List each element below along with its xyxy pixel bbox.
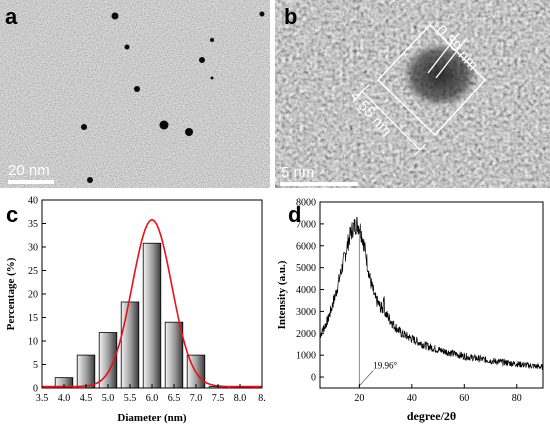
- y-tick-label: 8000: [296, 198, 316, 209]
- y-tick-label: 10: [28, 337, 38, 348]
- nanoparticle-b: [402, 42, 478, 108]
- x-tick-label: 60: [459, 393, 469, 404]
- histogram-panel: c 0 5 10 15 20 25 30 35 40 3.5 4.0 4.5 5.0 5.5 6.0 6.5 7…: [0, 192, 275, 427]
- y-tick-label: 6000: [296, 241, 316, 252]
- histogram-bar: [120, 301, 140, 389]
- y-tick-label: 2000: [296, 329, 316, 340]
- histogram-bar: [142, 242, 162, 389]
- y-tick-label: 0: [311, 373, 316, 384]
- x-tick-label: 7.0: [190, 393, 203, 404]
- x-axis-label: Diameter (nm): [117, 412, 186, 424]
- y-tick-label: 35: [28, 219, 38, 230]
- y-tick-label: 15: [28, 313, 38, 324]
- peak-position-label: 19.96°: [373, 360, 397, 370]
- peak-leader-line: [359, 370, 374, 387]
- x-tick-label: 6.5: [168, 393, 181, 404]
- x-tick-label: 40: [407, 393, 417, 404]
- nanoparticle: [124, 44, 130, 50]
- y-tick-label: 5: [33, 360, 38, 371]
- nanoparticle: [81, 124, 87, 130]
- x-tick-label: 4.5: [80, 393, 93, 404]
- histogram-bar: [76, 354, 96, 389]
- x-tick-label: 8.: [258, 393, 266, 404]
- xrd-pattern-line: [319, 216, 544, 371]
- y-tick-label: 20: [28, 290, 38, 301]
- nanoparticle: [185, 128, 193, 136]
- size-marker-b: [356, 84, 427, 156]
- x-tick-label: 80: [512, 393, 522, 404]
- tem-image-a: a 20 nm: [0, 0, 270, 188]
- x-tick-label: 5.0: [102, 393, 115, 404]
- hrtem-image-b-texture: [275, 0, 550, 188]
- x-axis-label: degree/2θ: [407, 409, 456, 423]
- y-tick-label: 7000: [296, 219, 316, 230]
- y-tick-label: 5000: [296, 263, 316, 274]
- nanoparticle: [210, 38, 214, 42]
- xrd-panel: d 19.96° 0 1000 2000 3000 4000 5000 6000 7000 800…: [275, 192, 550, 427]
- hrtem-image-b: b 0.39 nm 4.55 nm 5 nm: [275, 0, 550, 188]
- x-tick-label: 3.5: [36, 393, 49, 404]
- panel-label-b: b: [284, 4, 298, 29]
- scalebar-b: [280, 182, 358, 186]
- gaussian-fit-line: [42, 218, 262, 388]
- x-tick-label: 4.0: [58, 393, 71, 404]
- scalebar-label-a: 20 nm: [8, 162, 50, 179]
- nanoparticle: [210, 76, 214, 80]
- nanoparticles-a: [81, 11, 265, 183]
- y-axis-label: Percentage (%): [5, 257, 17, 330]
- particle-outline-b: [376, 23, 487, 137]
- y-axis-label: Intensity (a.u.): [276, 260, 288, 329]
- y-tick-label: 4000: [296, 285, 316, 296]
- y-tick-label: 40: [28, 196, 38, 207]
- x-tick-label: 20: [354, 393, 364, 404]
- y-tick-label: 1000: [296, 351, 316, 362]
- histogram-bar: [164, 321, 184, 389]
- y-tick-label: 3000: [296, 307, 316, 318]
- nanoparticle: [259, 11, 265, 17]
- y-tick-label: 0: [33, 384, 38, 395]
- panel-label-a: a: [5, 4, 18, 29]
- nanoparticle: [199, 57, 205, 63]
- y-tick-label: 30: [28, 243, 38, 254]
- panel-label-d: d: [288, 202, 302, 227]
- plot-frame: [319, 201, 544, 389]
- nanoparticle: [87, 177, 93, 183]
- x-tick-label: 8.0: [234, 393, 247, 404]
- x-tick-label: 5.5: [124, 393, 137, 404]
- nanoparticle: [159, 120, 169, 130]
- xrd-chart: 19.96° 0 1000 2000 3000 4000 5000 6000 7000 8000 2…: [276, 198, 544, 423]
- scalebar-label-b: 5 nm: [281, 164, 315, 181]
- nanoparticle: [111, 12, 119, 20]
- lattice-lines-b: [427, 32, 468, 79]
- y-tick-label: 25: [28, 266, 38, 277]
- tem-image-a-texture: [0, 0, 270, 188]
- scalebar-a: [8, 180, 54, 184]
- panel-label-c: c: [6, 202, 19, 227]
- x-tick-label: 7.5: [212, 393, 225, 404]
- histogram-chart: 0 5 10 15 20 25 30 35 40 3.5 4.0 4.5 5.0 5.5 6.0 6.5 7.0…: [5, 196, 266, 425]
- x-tick-label: 6.0: [146, 393, 159, 404]
- nanoparticle: [134, 86, 140, 92]
